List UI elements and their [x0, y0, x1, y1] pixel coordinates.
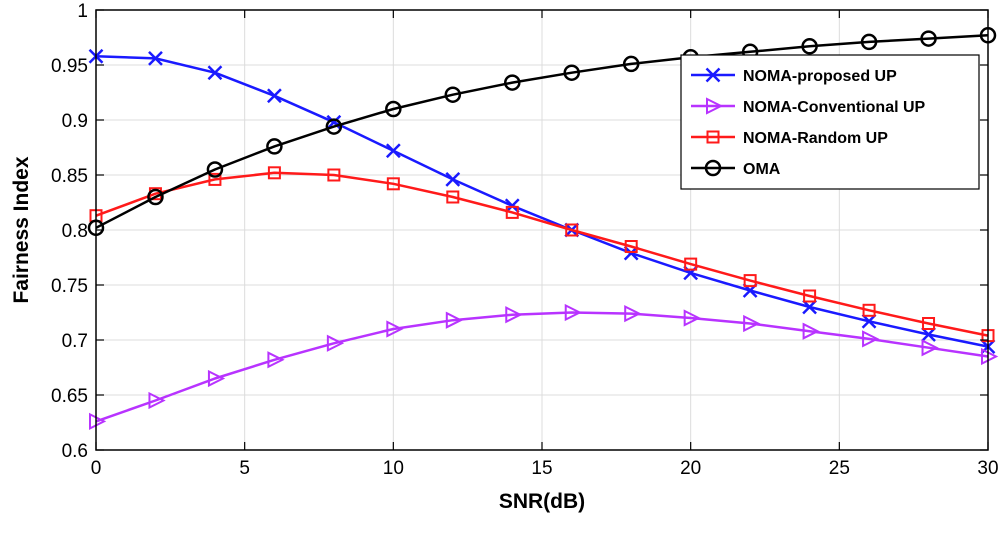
- y-tick-label: 0.95: [51, 56, 88, 77]
- y-tick-label: 0.65: [51, 386, 88, 407]
- circle-marker: [504, 74, 521, 91]
- square-marker: [208, 172, 222, 186]
- series-line: [95, 54, 989, 348]
- triangle-right-marker: [267, 351, 285, 369]
- x-tick-label: 30: [977, 458, 998, 479]
- circle-marker: [704, 159, 722, 177]
- y-tick-label: 1: [77, 1, 88, 22]
- triangle-right-marker: [921, 339, 939, 357]
- triangle-right-marker: [683, 309, 701, 327]
- square-marker: [327, 168, 341, 182]
- square-marker: [922, 317, 936, 330]
- series-group: [87, 27, 999, 431]
- legend-label: NOMA-proposed UP: [743, 68, 897, 85]
- legend-item: NOMA-Conventional UP: [691, 97, 926, 116]
- square-marker: [386, 177, 400, 191]
- triangle-right-marker: [207, 369, 226, 388]
- x-tick-label: 5: [239, 458, 250, 479]
- y-tick-label: 0.7: [62, 331, 88, 352]
- series-line: [95, 311, 989, 423]
- x-axis-label: SNR(dB): [499, 490, 585, 513]
- x-marker: [802, 299, 817, 315]
- triangle-right-marker: [743, 314, 761, 333]
- square-marker: [505, 205, 519, 219]
- square-marker: [706, 130, 720, 144]
- triangle-right-marker: [624, 304, 642, 323]
- x-marker: [445, 172, 461, 187]
- y-axis-label: Fairness Index: [10, 156, 33, 303]
- circle-marker: [801, 38, 818, 55]
- x-tick-label: 10: [383, 458, 404, 479]
- triangle-right-marker: [89, 412, 107, 431]
- square-marker: [684, 257, 698, 271]
- triangle-right-marker: [326, 334, 345, 352]
- x-marker: [921, 327, 936, 342]
- circle-marker: [563, 64, 580, 81]
- legend-item: NOMA-Random UP: [691, 130, 888, 147]
- legend-label: NOMA-Conventional UP: [743, 99, 926, 116]
- axis-ticks: 0 5 10 15 20 25 30 0.6 0.65 0.7 0.75 0.8 0.85 0.9 0.95…: [51, 1, 999, 479]
- series-line: [95, 34, 989, 229]
- circle-marker: [920, 30, 937, 47]
- square-marker: [803, 289, 817, 303]
- square-marker: [267, 166, 281, 180]
- circle-marker: [444, 86, 462, 103]
- circle-marker: [325, 118, 343, 135]
- x-tick-label: 25: [829, 458, 850, 479]
- y-tick-label: 0.85: [51, 166, 88, 187]
- triangle-right-marker: [445, 311, 464, 329]
- x-marker: [861, 313, 877, 329]
- legend-label: NOMA-Random UP: [743, 130, 888, 147]
- triangle-right-marker: [386, 320, 404, 338]
- x-marker: [705, 67, 721, 83]
- triangle-right-marker: [802, 322, 820, 340]
- triangle-right-marker: [564, 303, 582, 322]
- square-marker: [624, 240, 638, 253]
- x-marker: [148, 51, 163, 66]
- square-marker: [565, 223, 579, 237]
- circle-marker: [622, 55, 640, 73]
- series-oma: [87, 27, 997, 237]
- y-tick-label: 0.6: [62, 441, 88, 462]
- circle-marker: [206, 161, 224, 178]
- series-line: [95, 171, 989, 337]
- x-marker: [207, 65, 223, 81]
- x-marker: [385, 143, 401, 159]
- x-marker: [683, 265, 699, 281]
- legend: NOMA-proposed UP NOMA-Conventional UP NOMA…: [680, 54, 980, 190]
- y-tick-label: 0.9: [62, 111, 88, 132]
- triangle-right-marker: [862, 330, 880, 348]
- x-tick-label: 20: [680, 458, 701, 479]
- circle-marker: [266, 138, 283, 155]
- triangle-right-marker: [148, 391, 166, 410]
- x-tick-label: 0: [91, 458, 102, 479]
- legend-box: [680, 54, 980, 190]
- triangle-right-marker: [505, 306, 523, 324]
- triangle-right-marker: [981, 347, 999, 366]
- series-noma-conventional-up: [89, 303, 999, 431]
- series-noma-random-up: [89, 166, 995, 343]
- legend-item: OMA: [691, 159, 781, 178]
- circle-marker: [860, 33, 878, 51]
- x-marker: [267, 88, 282, 104]
- y-tick-label: 0.75: [51, 276, 88, 297]
- triangle-right-marker: [706, 97, 724, 115]
- square-marker: [446, 190, 460, 204]
- circle-marker: [385, 100, 402, 118]
- circle-marker: [147, 188, 164, 206]
- square-marker: [862, 303, 876, 317]
- y-tick-label: 0.8: [62, 221, 88, 242]
- legend-item: NOMA-proposed UP: [691, 67, 897, 85]
- legend-label: OMA: [743, 161, 781, 178]
- x-tick-label: 15: [531, 458, 552, 479]
- square-marker: [743, 274, 757, 288]
